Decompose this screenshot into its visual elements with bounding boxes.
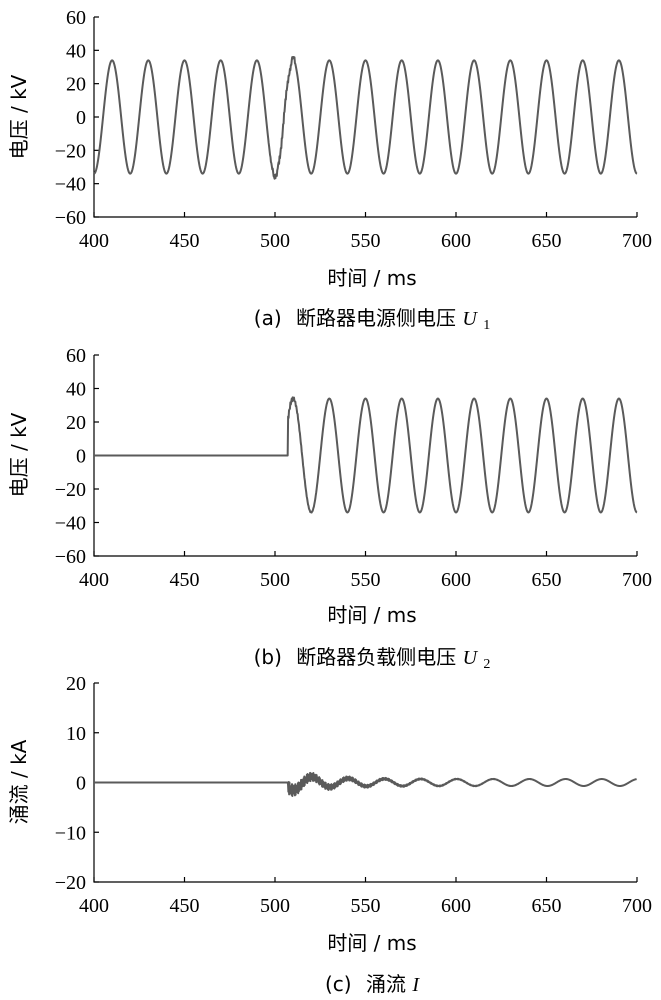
series-line-inrush-current bbox=[93, 771, 638, 797]
y-tick-label: 0 bbox=[76, 773, 86, 795]
y-tick-label: −40 bbox=[55, 174, 86, 196]
x-tick-label: 500 bbox=[260, 230, 290, 252]
y-tick-label: −40 bbox=[55, 513, 86, 535]
y-tick-label: 0 bbox=[76, 446, 86, 468]
caption-text: 断路器电源侧电压 bbox=[296, 306, 456, 330]
y-tick-label: 60 bbox=[66, 345, 86, 367]
series-line-load-voltage bbox=[93, 396, 638, 514]
y-tick-label: −60 bbox=[55, 546, 86, 568]
x-tick-label: 400 bbox=[79, 569, 109, 591]
series-line-source-voltage bbox=[93, 56, 638, 180]
y-tick-label: 20 bbox=[66, 74, 86, 96]
y-tick-label: −20 bbox=[55, 479, 86, 501]
caption-prefix: (a) bbox=[254, 306, 282, 330]
caption: (a) 断路器电源侧电压 U 1 bbox=[254, 306, 490, 333]
y-tick-label: −10 bbox=[55, 822, 86, 844]
x-tick-label: 500 bbox=[260, 895, 290, 917]
caption-symbol: U bbox=[463, 647, 479, 669]
y-tick-label: −20 bbox=[55, 872, 86, 894]
y-tick-label: 40 bbox=[66, 379, 86, 401]
x-tick-label: 600 bbox=[441, 569, 471, 591]
x-tick-label: 550 bbox=[351, 895, 381, 917]
x-axis-label: 时间 / ms bbox=[327, 266, 416, 290]
x-tick-label: 650 bbox=[532, 230, 562, 252]
x-tick-label: 550 bbox=[351, 230, 381, 252]
y-tick-label: −60 bbox=[55, 207, 86, 229]
y-tick-label: 10 bbox=[66, 723, 86, 745]
caption-subscript: 1 bbox=[483, 318, 490, 333]
caption-text: 断路器负载侧电压 bbox=[296, 645, 456, 669]
caption: (b) 断路器负载侧电压 U 2 bbox=[254, 645, 491, 672]
caption-symbol: I bbox=[411, 974, 420, 996]
caption-prefix: (c) bbox=[325, 972, 352, 996]
y-axis-label: 电压 / kV bbox=[7, 74, 31, 159]
x-tick-marks bbox=[93, 212, 638, 217]
caption-text: 涌流 bbox=[366, 972, 406, 996]
y-tick-label: 20 bbox=[66, 412, 86, 434]
x-tick-label: 450 bbox=[170, 569, 200, 591]
y-tick-label: 0 bbox=[76, 107, 86, 129]
y-tick-label: 60 bbox=[66, 7, 86, 29]
x-tick-label: 600 bbox=[441, 895, 471, 917]
x-tick-label: 650 bbox=[532, 569, 562, 591]
y-tick-label: 20 bbox=[66, 673, 86, 695]
x-tick-label: 700 bbox=[622, 569, 652, 591]
x-tick-label: 500 bbox=[260, 569, 290, 591]
y-tick-marks bbox=[94, 354, 99, 557]
caption: (c) 涌流 I bbox=[325, 972, 420, 996]
x-tick-label: 650 bbox=[532, 895, 562, 917]
x-tick-label: 700 bbox=[622, 230, 652, 252]
caption-prefix: (b) bbox=[254, 645, 282, 669]
x-tick-marks bbox=[93, 551, 638, 556]
x-tick-label: 700 bbox=[622, 895, 652, 917]
x-tick-label: 400 bbox=[79, 230, 109, 252]
y-axis-label: 电压 / kV bbox=[7, 412, 31, 497]
caption-subscript: 2 bbox=[483, 657, 490, 672]
x-tick-label: 600 bbox=[441, 230, 471, 252]
x-axis-label: 时间 / ms bbox=[327, 931, 416, 955]
x-tick-label: 450 bbox=[170, 895, 200, 917]
y-tick-marks bbox=[94, 16, 99, 218]
x-tick-label: 400 bbox=[79, 895, 109, 917]
y-tick-label: 40 bbox=[66, 40, 86, 62]
y-axis-label: 涌流 / kA bbox=[7, 739, 31, 824]
y-tick-label: −20 bbox=[55, 140, 86, 162]
caption-symbol: U bbox=[462, 308, 478, 330]
x-tick-label: 450 bbox=[170, 230, 200, 252]
x-tick-label: 550 bbox=[351, 569, 381, 591]
x-axis-label: 时间 / ms bbox=[327, 603, 416, 627]
x-tick-marks bbox=[93, 877, 638, 882]
